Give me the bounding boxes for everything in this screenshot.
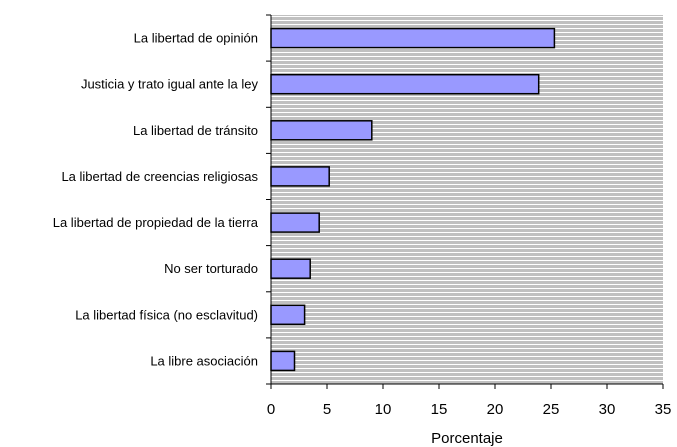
category-label: La libertad de opinión <box>134 31 258 46</box>
bar-8 <box>270 350 296 372</box>
axes-group <box>266 14 664 389</box>
category-label: Justicia y trato igual ante la ley <box>81 77 259 92</box>
bar-5 <box>270 212 320 233</box>
x-tick-label: 35 <box>655 401 672 418</box>
category-label: No ser torturado <box>164 261 258 276</box>
bar-4 <box>270 166 330 187</box>
x-axis-title: Porcentaje <box>431 430 503 447</box>
x-tick-label: 25 <box>543 401 560 418</box>
bar-6 <box>270 258 311 279</box>
bar-3 <box>270 120 373 141</box>
category-label: La libertad de creencias religiosas <box>61 169 258 184</box>
plot-area <box>271 15 663 384</box>
x-tick-label: 20 <box>487 401 504 418</box>
category-labels: La libertad de opinión Justicia y trato i… <box>53 31 259 369</box>
x-tick-label: 30 <box>599 401 616 418</box>
bar-7 <box>270 304 306 326</box>
x-tick-label: 15 <box>431 401 448 418</box>
x-tick-label: 10 <box>375 401 392 418</box>
x-tick-label: 5 <box>323 401 331 418</box>
category-label: La libertad de propiedad de la tierra <box>53 215 259 230</box>
category-label: La libertad física (no esclavitud) <box>75 307 258 322</box>
tick-labels: 0 5 10 15 20 25 30 35 <box>267 401 672 418</box>
category-label: La libertad de tránsito <box>133 123 258 138</box>
bar-2 <box>270 73 540 95</box>
x-tick-label: 0 <box>267 401 275 418</box>
bar-1 <box>270 27 556 49</box>
category-label: La libre asociación <box>150 353 258 368</box>
